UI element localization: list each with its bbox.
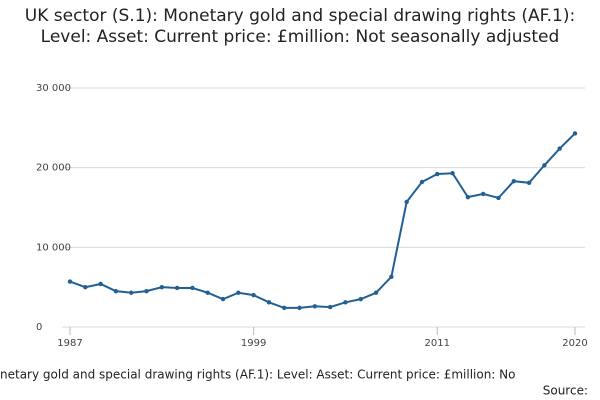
source: Source: (543, 384, 588, 398)
point (282, 305, 287, 311)
point (557, 146, 562, 151)
point (450, 171, 455, 176)
point (266, 300, 272, 305)
point (327, 304, 333, 310)
x-tick-label: 1987 (57, 338, 82, 349)
chart-title: UK sector (S.1): Monetary gold and speci… (24, 6, 576, 47)
caption: netary gold and special drawing rights (… (0, 368, 515, 382)
y-tick-label: 30 000 (36, 83, 71, 94)
point (542, 163, 547, 168)
point (343, 300, 348, 305)
line (69, 132, 576, 309)
point (511, 179, 516, 184)
point (205, 290, 210, 295)
point (98, 281, 103, 287)
y-tick-label: 10 000 (36, 242, 71, 253)
point (358, 296, 363, 302)
point (190, 285, 195, 291)
point (419, 179, 425, 185)
point (297, 305, 302, 311)
x-tick-label: 2011 (425, 338, 450, 349)
point (129, 290, 134, 295)
point (67, 279, 73, 284)
point (113, 288, 119, 294)
point (404, 199, 409, 205)
x-tick-label: 2020 (562, 338, 587, 349)
point (312, 304, 318, 309)
y-tick-label: 20 000 (36, 163, 71, 174)
point (572, 131, 578, 136)
point (496, 195, 501, 201)
point (480, 191, 486, 197)
point (389, 274, 394, 280)
point (465, 194, 471, 200)
point (435, 171, 440, 177)
x-tick-label: 1999 (241, 338, 266, 349)
point (526, 180, 532, 186)
point (251, 292, 256, 298)
point (83, 284, 88, 290)
y-tick-label: 0 (36, 322, 42, 333)
point (159, 284, 165, 290)
point (236, 290, 241, 295)
point (144, 288, 149, 294)
point (220, 296, 226, 302)
point (373, 290, 379, 295)
point (174, 285, 180, 291)
